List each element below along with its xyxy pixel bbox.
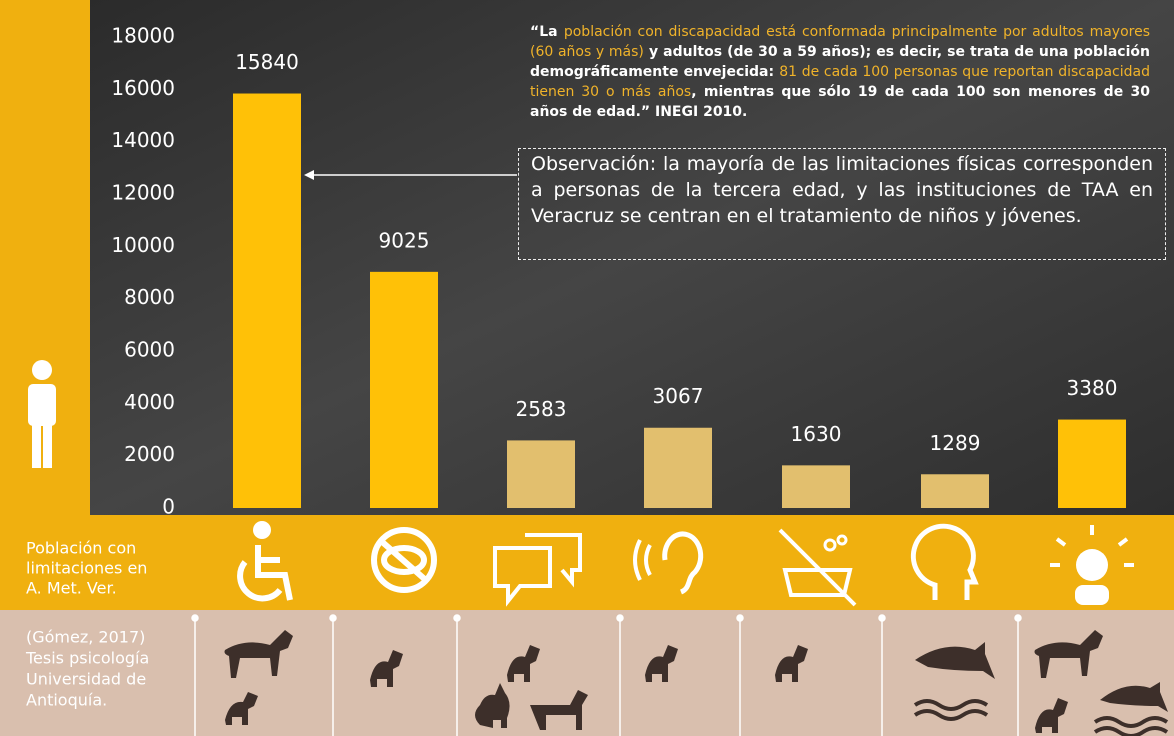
bar [507, 440, 575, 508]
y-tick-label: 14000 [111, 128, 175, 152]
bar [921, 474, 989, 508]
bar [782, 465, 850, 508]
quote: “La población con discapacidad está conf… [530, 22, 1150, 122]
y-tick-label: 18000 [111, 24, 175, 48]
value-label: 2583 [516, 397, 567, 421]
value-label: 3067 [653, 384, 704, 408]
band-label: A. Met. Ver. [26, 579, 117, 598]
source-label: (Gómez, 2017) [26, 628, 145, 647]
y-tick-label: 4000 [124, 390, 175, 414]
value-label: 15840 [235, 50, 299, 74]
source-label: Universidad de [26, 670, 146, 689]
bar [233, 94, 301, 508]
y-tick-label: 16000 [111, 76, 175, 100]
band-label: Población con [26, 539, 136, 558]
y-tick-label: 2000 [124, 442, 175, 466]
value-label: 1630 [791, 422, 842, 446]
page: {"chart_data": {"type": "bar", "values":… [0, 0, 1174, 736]
value-label: 3380 [1067, 376, 1118, 400]
bar [1058, 420, 1126, 508]
band-label: limitaciones en [26, 559, 147, 578]
icon-band [0, 515, 1174, 610]
bar [644, 428, 712, 508]
y-tick-label: 8000 [124, 285, 175, 309]
value-label: 9025 [379, 228, 430, 252]
quote-segment: “La [530, 24, 564, 40]
y-tick-label: 6000 [124, 338, 175, 362]
observation-box: Observación: la mayoría de las limitacio… [518, 148, 1166, 260]
y-tick-label: 12000 [111, 181, 175, 205]
value-label: 1289 [930, 431, 981, 455]
bar [370, 272, 438, 508]
animal-band [0, 610, 1174, 736]
y-tick-label: 10000 [111, 233, 175, 257]
y-tick-label: 0 [162, 495, 175, 519]
source-label: Antioquía. [26, 691, 107, 710]
source-label: Tesis psicología [25, 649, 149, 668]
